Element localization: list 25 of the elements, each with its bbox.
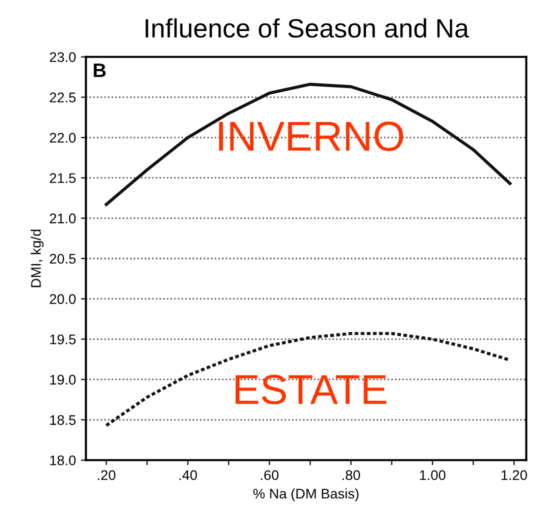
y-tick-label: 21.5	[50, 173, 76, 184]
x-tick-label: 1.00	[420, 470, 446, 480]
y-tick-label: 22.5	[50, 92, 76, 102]
x-tick-label: .20	[98, 470, 116, 480]
y-tick-label: 23.0	[50, 52, 76, 62]
y-tick-label: 19.0	[50, 374, 76, 385]
y-axis-title: DMI, kg/d	[30, 230, 44, 288]
y-tick-label: 20.0	[50, 294, 76, 304]
x-axis-title: % Na (DM Basis)	[253, 488, 358, 502]
x-tick-label: .80	[342, 470, 360, 480]
x-tick-label: .40	[179, 470, 197, 480]
y-tick-label: 21.0	[50, 214, 76, 224]
y-tick-label: 18.5	[50, 415, 76, 425]
y-tick-label: 19.5	[50, 334, 76, 344]
x-tick-label: .60	[261, 470, 279, 480]
series-label: INVERNO	[219, 122, 404, 152]
series-label: ESTATE	[236, 374, 386, 404]
y-tick-label: 18.0	[50, 455, 76, 466]
line-series	[104, 82, 512, 206]
annotation: B	[94, 64, 106, 78]
chart-title: Influence of Season and Na	[146, 18, 469, 38]
y-tick-label: 20.5	[50, 254, 76, 264]
x-tick-label: 1.20	[502, 470, 527, 480]
y-tick-label: 22.0	[50, 132, 76, 143]
line-series	[104, 332, 512, 427]
